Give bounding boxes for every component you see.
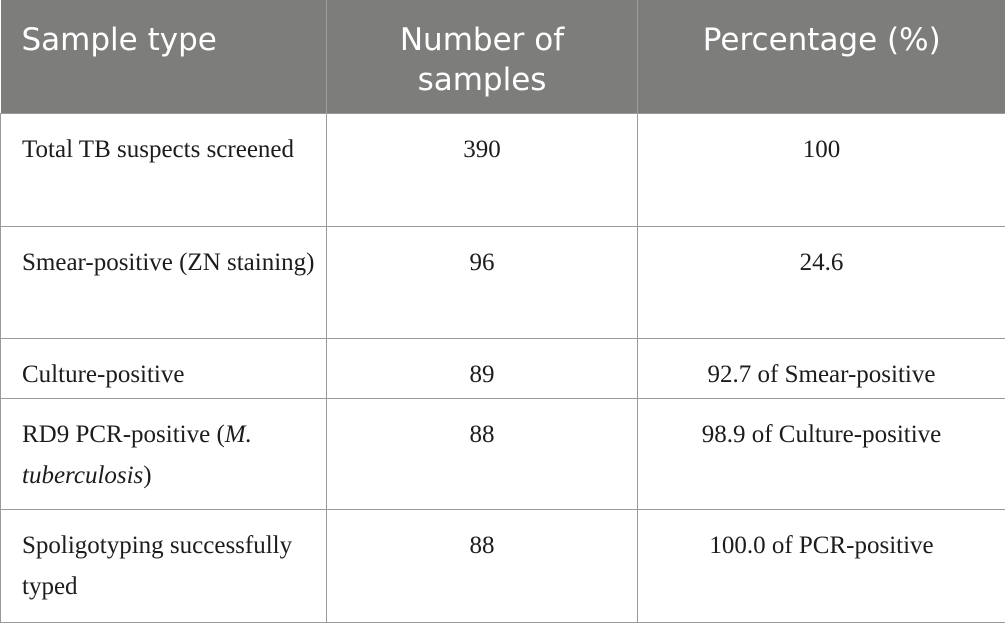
table-row: Smear-positive (ZN staining) 96 24.6 <box>0 226 1005 339</box>
cell-number: 390 <box>326 113 638 227</box>
results-table: Sample type Number of samples Percentage… <box>0 0 1005 623</box>
cell-percentage: 100 <box>637 113 1005 227</box>
cell-number: 96 <box>326 226 638 339</box>
table-row: Culture-positive 89 92.7 of Smear-positi… <box>0 338 1005 399</box>
cell-percentage: 98.9 of Culture-positive <box>637 398 1005 510</box>
table-body: Total TB suspects screened 390 100 Smear… <box>0 113 1005 623</box>
table-row: RD9 PCR-positive (M. tuberculosis) 88 98… <box>0 398 1005 510</box>
species-name: M. tuberculosis <box>22 421 252 489</box>
sample-type-prefix: RD9 PCR-positive ( <box>22 421 225 448</box>
header-row: Sample type Number of samples Percentage… <box>0 0 1005 114</box>
header-number-of-samples: Number of samples <box>326 0 638 114</box>
cell-percentage: 92.7 of Smear-positive <box>637 338 1005 399</box>
table-header: Sample type Number of samples Percentage… <box>0 0 1005 114</box>
header-percentage: Percentage (%) <box>637 0 1005 114</box>
sample-type-suffix: ) <box>143 462 152 489</box>
header-number-line1: Number of <box>399 22 565 58</box>
cell-number: 88 <box>326 509 638 623</box>
cell-sample-type: Spoligotyping successfully typed <box>0 509 327 623</box>
cell-number: 88 <box>326 398 638 510</box>
cell-sample-type: Culture-positive <box>0 338 327 399</box>
cell-number: 89 <box>326 338 638 399</box>
cell-sample-type: Smear-positive (ZN staining) <box>0 226 327 339</box>
header-number-line2: samples <box>417 62 547 98</box>
cell-percentage: 100.0 of PCR-positive <box>637 509 1005 623</box>
cell-sample-type: Total TB suspects screened <box>0 113 327 227</box>
table-row: Spoligotyping successfully typed 88 100.… <box>0 509 1005 623</box>
header-sample-type: Sample type <box>0 0 327 114</box>
cell-percentage: 24.6 <box>637 226 1005 339</box>
table-row: Total TB suspects screened 390 100 <box>0 113 1005 227</box>
cell-sample-type: RD9 PCR-positive (M. tuberculosis) <box>0 398 327 510</box>
